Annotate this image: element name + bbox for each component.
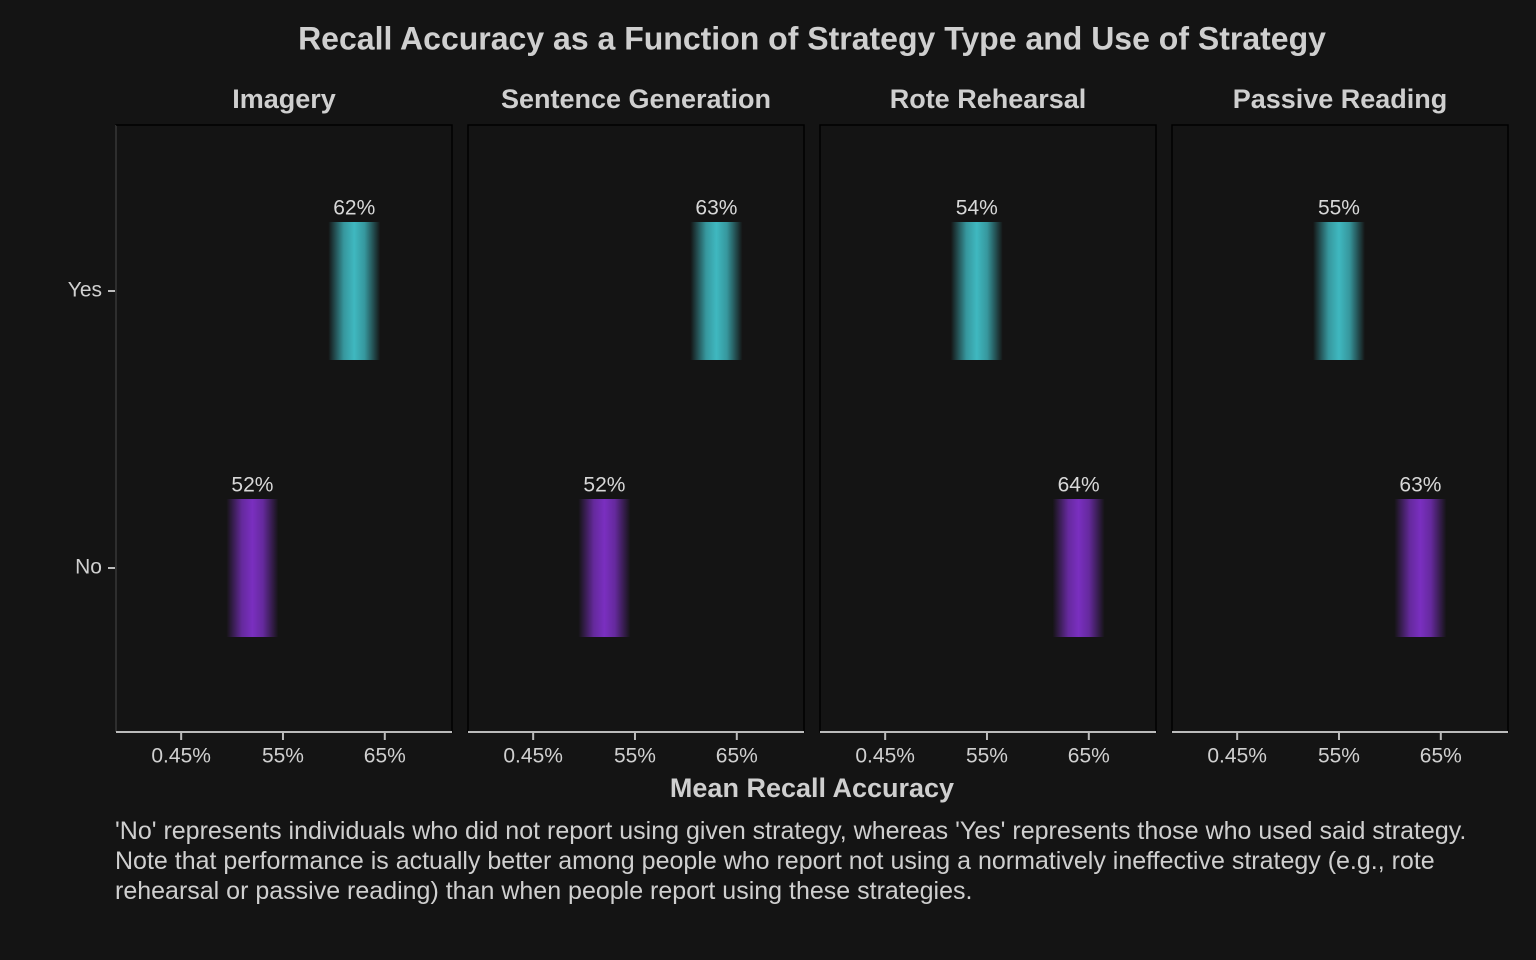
- value-label: 63%: [1399, 474, 1441, 497]
- value-label: 64%: [1058, 474, 1100, 497]
- bar: [226, 499, 279, 637]
- x-tick-label: 65%: [1068, 745, 1110, 768]
- bar: [328, 222, 381, 360]
- x-tick-label: 65%: [364, 745, 406, 768]
- panel-title: Passive Reading: [1233, 84, 1448, 114]
- value-label: 54%: [956, 197, 998, 220]
- bar: [1394, 499, 1447, 637]
- y-tick-label: No: [75, 556, 102, 579]
- x-tick-label: 0.45%: [855, 745, 915, 768]
- caption: 'No' represents individuals who did not …: [115, 817, 1467, 905]
- panel-border: [115, 124, 453, 733]
- bar: [578, 499, 631, 637]
- y-tick-label: Yes: [68, 279, 102, 302]
- panel-border: [467, 124, 805, 733]
- x-tick-label: 0.45%: [503, 745, 563, 768]
- bar: [690, 222, 743, 360]
- panel-title: Sentence Generation: [501, 84, 771, 114]
- x-tick-label: 55%: [966, 745, 1008, 768]
- x-tick-label: 0.45%: [1207, 745, 1267, 768]
- x-tick-label: 65%: [1420, 745, 1462, 768]
- bar: [950, 222, 1003, 360]
- value-label: 62%: [333, 197, 375, 220]
- x-tick-label: 55%: [1318, 745, 1360, 768]
- x-tick-label: 55%: [262, 745, 304, 768]
- x-tick-label: 65%: [716, 745, 758, 768]
- value-label: 55%: [1318, 197, 1360, 220]
- value-label: 52%: [231, 474, 273, 497]
- x-tick-label: 55%: [614, 745, 656, 768]
- bar: [1312, 222, 1365, 360]
- chart-title: Recall Accuracy as a Function of Strateg…: [298, 20, 1326, 56]
- x-axis-label: Mean Recall Accuracy: [670, 773, 954, 803]
- panel-title: Rote Rehearsal: [890, 84, 1087, 114]
- value-label: 52%: [583, 474, 625, 497]
- x-tick-label: 0.45%: [151, 745, 211, 768]
- value-label: 63%: [695, 197, 737, 220]
- panel-title: Imagery: [232, 84, 336, 114]
- bar: [1052, 499, 1105, 637]
